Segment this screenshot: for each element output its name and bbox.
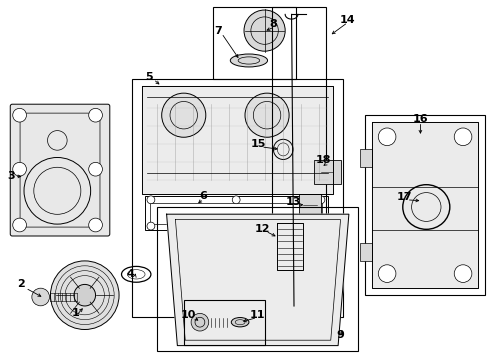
Circle shape xyxy=(89,162,102,176)
Text: 13: 13 xyxy=(285,197,301,207)
Text: 11: 11 xyxy=(249,310,265,320)
Circle shape xyxy=(13,162,26,176)
Bar xyxy=(213,7,296,79)
Circle shape xyxy=(232,222,240,230)
Text: 4: 4 xyxy=(127,269,135,279)
Text: 3: 3 xyxy=(7,171,15,181)
Text: 7: 7 xyxy=(214,26,222,36)
Bar xyxy=(299,194,321,216)
Circle shape xyxy=(378,265,396,282)
Bar xyxy=(150,203,322,224)
Circle shape xyxy=(50,261,119,329)
FancyBboxPatch shape xyxy=(10,104,110,236)
Circle shape xyxy=(13,108,26,122)
Text: 5: 5 xyxy=(146,72,153,82)
Polygon shape xyxy=(167,214,349,346)
Text: 16: 16 xyxy=(413,114,428,124)
Circle shape xyxy=(74,284,96,306)
Bar xyxy=(184,300,265,345)
Text: 9: 9 xyxy=(337,330,344,340)
Text: 1: 1 xyxy=(72,308,80,318)
Circle shape xyxy=(317,222,325,230)
Circle shape xyxy=(32,288,49,306)
Bar xyxy=(132,79,343,317)
Text: 15: 15 xyxy=(250,139,266,149)
Bar xyxy=(360,149,372,167)
Polygon shape xyxy=(372,122,478,288)
Circle shape xyxy=(232,196,240,204)
Circle shape xyxy=(244,10,285,51)
Circle shape xyxy=(147,196,155,204)
Ellipse shape xyxy=(231,318,249,327)
Text: 10: 10 xyxy=(181,310,196,320)
Circle shape xyxy=(317,196,325,204)
Circle shape xyxy=(454,128,472,145)
Ellipse shape xyxy=(230,54,268,67)
Text: 2: 2 xyxy=(17,279,24,289)
Text: 17: 17 xyxy=(396,192,412,202)
Circle shape xyxy=(378,128,396,145)
Circle shape xyxy=(89,218,102,232)
Polygon shape xyxy=(277,223,303,270)
Text: 6: 6 xyxy=(199,191,207,201)
Bar xyxy=(365,115,485,295)
Text: 12: 12 xyxy=(254,224,270,234)
Bar xyxy=(145,196,328,230)
Text: 18: 18 xyxy=(316,155,331,165)
Text: 8: 8 xyxy=(270,19,277,29)
Circle shape xyxy=(162,93,206,137)
Bar xyxy=(157,207,358,351)
Ellipse shape xyxy=(277,220,302,228)
Circle shape xyxy=(191,313,209,331)
Circle shape xyxy=(89,108,102,122)
Text: 14: 14 xyxy=(340,15,356,25)
Circle shape xyxy=(147,222,155,230)
Circle shape xyxy=(245,93,289,137)
Bar xyxy=(272,7,326,317)
Bar xyxy=(360,243,372,261)
Circle shape xyxy=(454,265,472,282)
Polygon shape xyxy=(142,86,333,194)
Circle shape xyxy=(13,218,26,232)
Bar xyxy=(314,160,341,184)
